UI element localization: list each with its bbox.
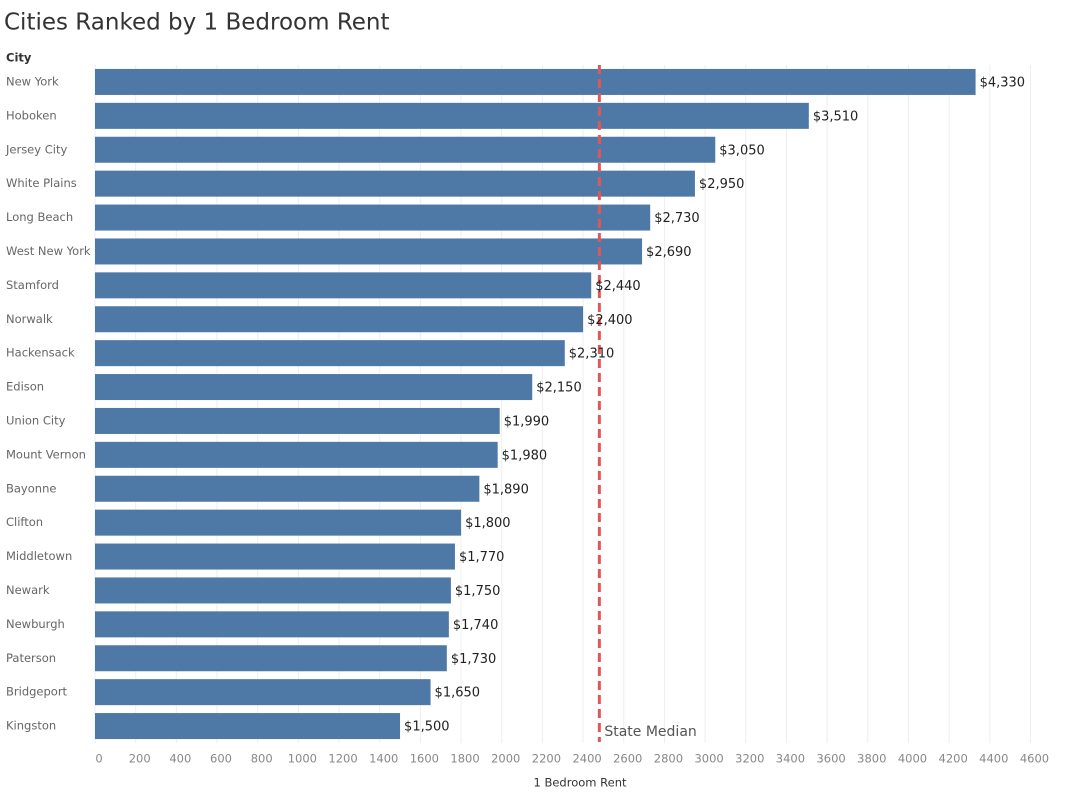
x-tick-label: 1200 [328, 752, 357, 766]
x-tick-label: 3600 [816, 752, 845, 766]
value-label: $1,650 [435, 686, 481, 701]
bar [95, 374, 533, 401]
value-label: $1,730 [451, 652, 497, 667]
bar [95, 306, 584, 333]
x-tick-label: 2800 [654, 752, 683, 766]
y-tick-label: Hoboken [6, 108, 57, 122]
value-label: $1,500 [404, 720, 450, 735]
value-label: $2,150 [536, 381, 582, 396]
reference-label: State Median [604, 724, 696, 740]
bar [95, 238, 643, 265]
x-tick-label: 3200 [735, 752, 764, 766]
y-tick-label: Union City [6, 413, 66, 427]
bar [95, 611, 449, 638]
y-tick-label: Paterson [6, 651, 56, 665]
x-tick-label: 3000 [694, 752, 723, 766]
bar [95, 102, 809, 129]
x-tick-label: 200 [129, 752, 151, 766]
bar [95, 577, 451, 604]
bar [95, 475, 480, 502]
x-tick-label: 1000 [288, 752, 317, 766]
value-label: $3,050 [719, 143, 765, 158]
x-tick-label: 3400 [776, 752, 805, 766]
bar [95, 170, 695, 197]
value-label: $4,330 [980, 75, 1025, 90]
bar [95, 68, 976, 95]
x-tick-label: 4200 [939, 752, 968, 766]
value-label: $1,770 [459, 550, 505, 565]
y-tick-label: Newburgh [6, 617, 65, 631]
y-tick-label: Long Beach [6, 210, 73, 224]
x-tick-label: 2600 [613, 752, 642, 766]
x-tick-label: 4600 [1020, 752, 1049, 766]
y-tick-label: White Plains [6, 176, 77, 190]
y-tick-label: Mount Vernon [6, 447, 86, 461]
x-tick-label: 400 [169, 752, 191, 766]
bar [95, 509, 462, 536]
bar [95, 645, 447, 672]
value-label: $1,990 [504, 414, 549, 429]
y-tick-label: Clifton [6, 515, 43, 529]
value-label: $2,690 [646, 245, 692, 260]
y-tick-label: Bridgeport [6, 685, 68, 699]
x-tick-label: 4400 [979, 752, 1008, 766]
chart-title: Cities Ranked by 1 Bedroom Rent [4, 10, 390, 36]
x-tick-label: 1400 [369, 752, 398, 766]
value-label: $2,440 [595, 279, 641, 294]
y-axis-title: City [6, 51, 32, 65]
x-tick-label: 4000 [898, 752, 927, 766]
y-tick-label: Middletown [6, 549, 72, 563]
bar [95, 679, 431, 706]
bar [95, 340, 565, 367]
bar [95, 441, 498, 468]
y-tick-label: Norwalk [6, 312, 53, 326]
value-label: $3,510 [813, 109, 859, 124]
value-label: $1,800 [465, 516, 511, 531]
x-tick-label: 600 [210, 752, 232, 766]
y-tick-label: New York [6, 74, 59, 88]
x-tick-label: 800 [251, 752, 273, 766]
x-tick-label: 1800 [450, 752, 479, 766]
value-label: $1,890 [483, 482, 529, 497]
value-label: $1,750 [455, 584, 501, 599]
x-tick-label: 0 [95, 752, 102, 766]
y-tick-label: West New York [6, 244, 91, 258]
value-label: $1,740 [453, 618, 499, 633]
y-tick-label: Kingston [6, 719, 56, 733]
bar [95, 713, 401, 740]
y-tick-label: Edison [6, 380, 44, 394]
x-tick-label: 2000 [491, 752, 520, 766]
y-tick-label: Jersey City [5, 142, 67, 156]
value-label: $2,730 [654, 211, 700, 226]
y-tick-label: Bayonne [6, 481, 56, 495]
bar [95, 407, 500, 434]
y-tick-label: Hackensack [6, 346, 75, 360]
bar [95, 204, 651, 231]
value-label: $2,310 [569, 347, 615, 362]
value-label: $2,950 [699, 177, 745, 192]
x-axis-title: 1 Bedroom Rent [534, 776, 627, 790]
x-tick-label: 2200 [532, 752, 561, 766]
y-tick-label: Newark [6, 583, 50, 597]
x-tick-label: 1600 [410, 752, 439, 766]
bar [95, 136, 716, 163]
x-tick-label: 2400 [572, 752, 601, 766]
y-tick-label: Stamford [6, 278, 59, 292]
value-label: $1,980 [502, 448, 547, 463]
value-label: $2,400 [587, 313, 633, 328]
bar [95, 543, 455, 570]
bar [95, 272, 592, 299]
x-tick-label: 3800 [857, 752, 886, 766]
